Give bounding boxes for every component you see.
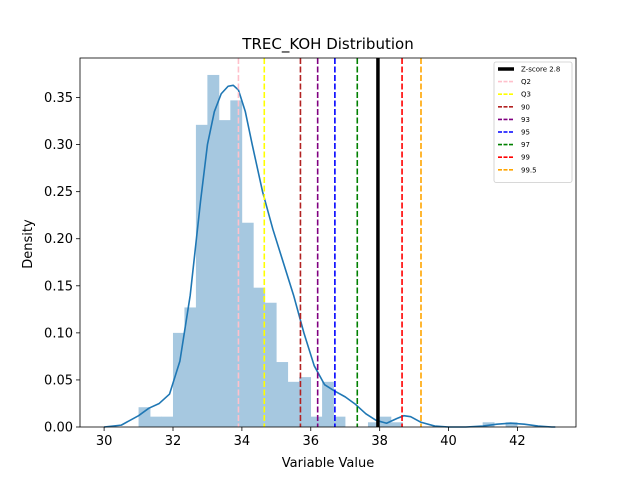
kde-curve: [104, 84, 556, 428]
y-tick-label: 0.20: [44, 232, 73, 247]
histogram-bar: [310, 416, 323, 427]
threshold-lines: [237, 58, 422, 427]
histogram-bar: [276, 362, 289, 427]
y-tick-label: 0.35: [44, 91, 73, 106]
x-tick-label: 30: [96, 434, 113, 449]
x-tick-label: 42: [509, 434, 526, 449]
legend-label: 95: [521, 129, 530, 137]
y-tick-label: 0.00: [44, 421, 73, 436]
histogram-bar: [287, 381, 300, 427]
legend-box: [493, 61, 573, 183]
histogram-bar: [390, 422, 403, 427]
histogram-bars: [138, 74, 518, 428]
histogram-bar: [195, 124, 208, 427]
histogram-bar: [333, 416, 346, 427]
plot-frame: [79, 57, 577, 428]
x-tick-label: 34: [234, 434, 251, 449]
histogram-bar: [138, 407, 151, 427]
histogram-bar: [184, 307, 197, 427]
legend-label: Q3: [521, 91, 531, 99]
histogram-bar: [253, 287, 266, 427]
y-tick-label: 0.25: [44, 185, 73, 200]
histogram-bar: [161, 416, 174, 427]
x-tick-label: 36: [303, 434, 320, 449]
legend-label: 99.5: [521, 166, 537, 174]
histogram-bar: [505, 422, 518, 427]
histogram-bar: [322, 381, 334, 427]
histogram-bar: [207, 74, 220, 427]
y-axis-label: Density: [21, 219, 36, 269]
x-tick-label: 38: [371, 434, 388, 449]
x-tick-label: 32: [165, 434, 182, 449]
kde-layer: [104, 84, 556, 428]
legend-label: 93: [521, 116, 530, 124]
histogram-bar: [150, 416, 162, 427]
histogram-bar: [172, 332, 185, 427]
histogram-bar: [230, 100, 243, 428]
histogram-bar: [264, 302, 277, 427]
legend-label: 90: [521, 103, 530, 111]
histogram-bar: [299, 377, 312, 427]
y-tick-label: 0.10: [44, 326, 73, 341]
legend: Z-score 2.8 Q2 Q3 90 93 95 97 99 99.5: [493, 61, 573, 183]
legend-label: 99: [521, 154, 530, 162]
histogram-bar: [241, 222, 254, 427]
x-axis-label: Variable Value: [282, 456, 374, 471]
x-tick-label: 40: [440, 434, 457, 449]
y-tick-label: 0.15: [44, 279, 73, 294]
y-tick-label: 0.05: [44, 373, 73, 388]
legend-label: Z-score 2.8: [521, 66, 560, 74]
legend-label: 97: [521, 141, 530, 149]
histogram-bar: [367, 422, 380, 427]
histogram-bar: [379, 416, 392, 427]
axes: 30 32 34 36 38 40 42 0.00 0.05 0.10 0.15 0.20 0.25 0.…: [44, 57, 577, 449]
chart-title: TREC_KOH Distribution: [241, 35, 413, 54]
y-tick-label: 0.30: [44, 138, 73, 153]
histogram-bar: [218, 120, 231, 427]
legend-label: Q2: [521, 78, 531, 86]
